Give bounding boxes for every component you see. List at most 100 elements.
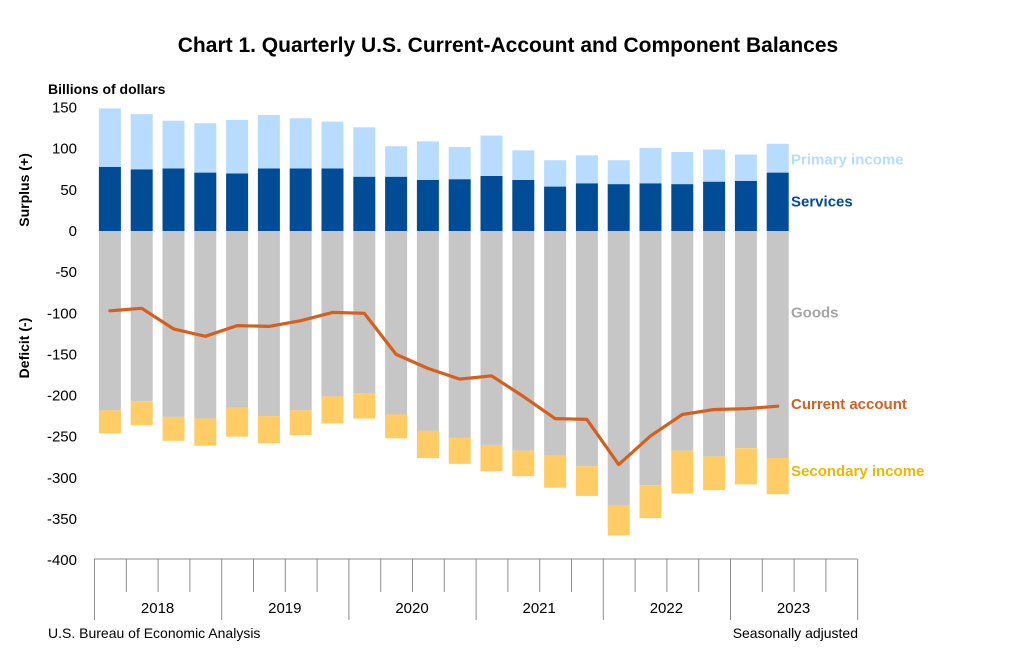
secondary-income-bar [130, 401, 153, 426]
y-tick-label: 0 [69, 223, 77, 240]
services-bar [289, 168, 312, 231]
secondary-income-bar [448, 437, 471, 464]
secondary-income-bar [607, 504, 630, 536]
secondary-income-bar [703, 456, 726, 491]
year-label: 2022 [650, 600, 683, 617]
services-bar [544, 186, 567, 231]
legend-label: Goods [791, 304, 839, 321]
primary-income-bar [194, 123, 217, 173]
secondary-income-bar [544, 455, 567, 488]
primary-income-bar [734, 154, 757, 181]
services-bar [416, 179, 439, 231]
year-label: 2023 [777, 600, 810, 617]
primary-income-bar [289, 118, 312, 169]
goods-bar [544, 231, 567, 456]
goods-bar [512, 231, 535, 451]
goods-bar [607, 231, 630, 505]
current-account-line [108, 306, 780, 467]
y-tick-label: -350 [47, 511, 77, 528]
secondary-income-bar [98, 410, 121, 434]
bar-series [98, 108, 789, 536]
primary-income-bar [607, 160, 630, 185]
y-tick-label: -100 [47, 305, 77, 322]
legend-label: Current account [791, 396, 907, 413]
services-bar [766, 172, 789, 231]
services-bar [321, 168, 344, 231]
goods-bar [480, 231, 503, 445]
primary-income-bar [162, 120, 185, 169]
goods-bar [194, 231, 217, 419]
goods-bar [734, 231, 757, 449]
services-bar [226, 173, 249, 231]
legend-label: Services [791, 193, 853, 210]
primary-income-bar [385, 146, 408, 177]
source-note: U.S. Bureau of Economic Analysis [48, 625, 260, 641]
services-bar [130, 169, 153, 231]
goods-bar [671, 231, 694, 451]
primary-income-bar [703, 149, 726, 182]
surplus-axis-label: Surplus (+) [16, 153, 32, 227]
goods-bar [162, 231, 185, 417]
legend: Primary income Services Goods Current accou… [791, 151, 924, 480]
secondary-income-bar [194, 418, 217, 446]
secondary-income-bar [321, 396, 344, 424]
secondary-income-bar [162, 416, 185, 441]
chart-title: Chart 1. Quarterly U.S. Current-Account … [178, 34, 838, 57]
services-bar [257, 168, 280, 231]
goods-bar [416, 231, 439, 431]
primary-income-bar [321, 121, 344, 169]
y-tick-label: -300 [47, 470, 77, 487]
secondary-income-bar [289, 410, 312, 436]
services-bar [480, 175, 503, 231]
legend-label: Secondary income [791, 463, 924, 480]
primary-income-bar [544, 160, 567, 187]
primary-income-bar [353, 127, 376, 177]
services-bar [639, 183, 662, 231]
primary-income-bar [257, 114, 280, 169]
primary-income-bar [671, 152, 694, 185]
services-bar [162, 168, 185, 231]
legend-label: Primary income [791, 151, 904, 168]
services-bar [671, 184, 694, 231]
services-bar [98, 166, 121, 231]
services-bar [385, 176, 408, 231]
goods-bar [448, 231, 471, 438]
services-bar [353, 176, 376, 231]
services-bar [512, 179, 535, 231]
units-label: Billions of dollars [48, 81, 166, 97]
services-bar [575, 183, 598, 231]
goods-bar [98, 231, 121, 411]
services-bar [194, 172, 217, 231]
primary-income-bar [416, 141, 439, 180]
goods-bar [130, 231, 153, 402]
secondary-income-bar [734, 448, 757, 485]
primary-income-bar [512, 150, 535, 180]
goods-bar [703, 231, 726, 457]
y-tick-label: 50 [60, 182, 77, 199]
year-label: 2019 [268, 600, 301, 617]
secondary-income-bar [766, 458, 789, 495]
secondary-income-bar [575, 466, 598, 496]
secondary-income-bar [353, 393, 376, 419]
services-bar [734, 180, 757, 231]
adjustment-note: Seasonally adjusted [733, 625, 858, 641]
goods-bar [257, 231, 280, 417]
primary-income-bar [448, 147, 471, 180]
secondary-income-bar [257, 416, 280, 444]
y-tick-label: 100 [52, 141, 77, 158]
goods-bar [226, 231, 249, 408]
secondary-income-bar [226, 407, 249, 437]
secondary-income-bar [385, 414, 408, 439]
goods-bar [575, 231, 598, 467]
y-axis: 150 100 50 0 -50 -100 -150 -200 -250 -300 -350 -400 [47, 100, 77, 569]
primary-income-bar [639, 147, 662, 184]
deficit-axis-label: Deficit (-) [16, 318, 32, 379]
year-label: 2018 [141, 600, 174, 617]
y-tick-label: -50 [55, 264, 77, 281]
y-tick-label: 150 [52, 100, 77, 117]
primary-income-bar [130, 114, 153, 170]
primary-income-bar [480, 135, 503, 176]
x-axis: 2018 2019 2020 2021 2022 2023 [94, 558, 859, 620]
y-tick-label: -400 [47, 552, 77, 569]
goods-bar [766, 231, 789, 459]
